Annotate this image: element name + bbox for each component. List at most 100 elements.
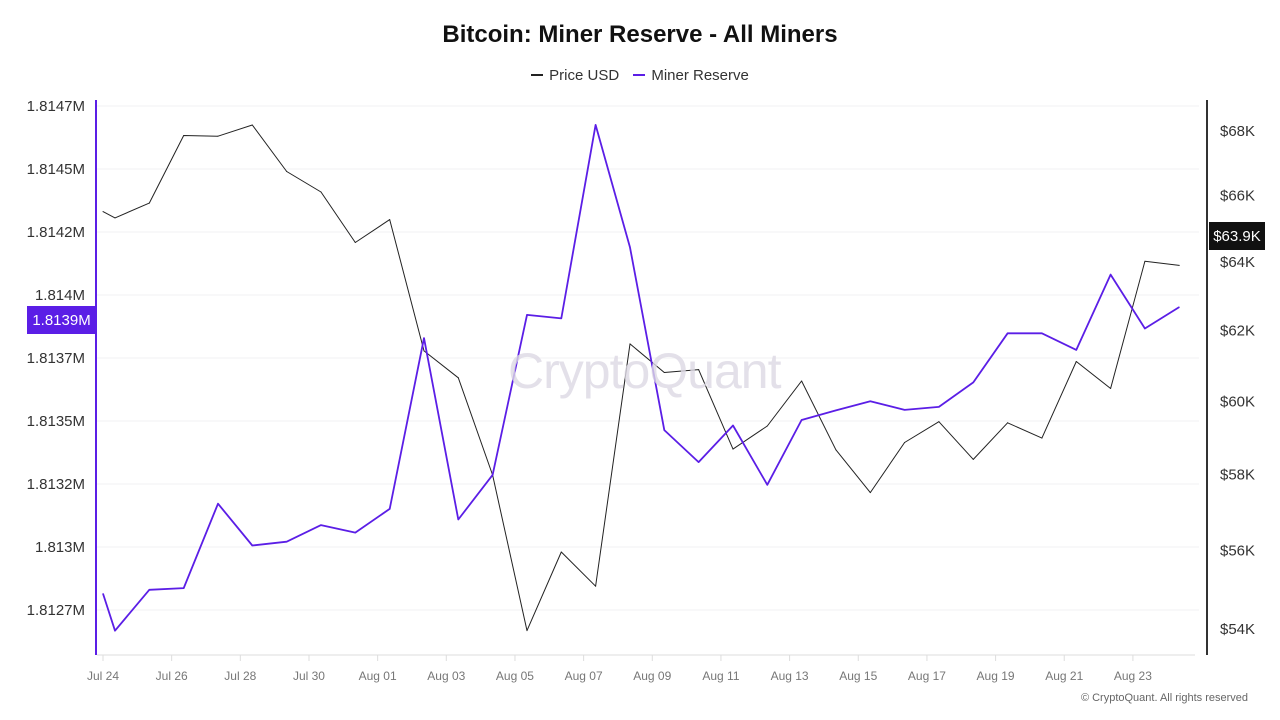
miner-reserve-point: [183, 587, 185, 589]
price-point: [1144, 260, 1146, 262]
miner-reserve-point: [972, 381, 974, 383]
price-point: [869, 492, 871, 494]
x-tick-label: Aug 07: [565, 669, 603, 683]
x-tick-label: Aug 05: [496, 669, 534, 683]
miner-reserve-point: [869, 400, 871, 402]
price-point: [148, 202, 150, 204]
price-point: [663, 371, 665, 373]
miner-reserve-point: [835, 409, 837, 411]
price-point: [732, 448, 734, 450]
miner-reserve-point: [629, 246, 631, 248]
miner-reserve-point: [320, 524, 322, 526]
x-tick-label: Aug 11: [702, 669, 739, 683]
left-tick-label: 1.8147M: [27, 98, 85, 115]
price-point: [320, 191, 322, 193]
miner-reserve-point: [560, 317, 562, 319]
price-point: [595, 585, 597, 587]
legend-item-price[interactable]: Price USD: [531, 67, 619, 84]
left-tick-label: 1.8142M: [27, 224, 85, 241]
x-tick-label: Aug 23: [1114, 669, 1152, 683]
miner-reserve-point: [1178, 306, 1180, 308]
price-point: [389, 219, 391, 221]
x-tick-label: Jul 26: [156, 669, 188, 683]
price-point: [938, 421, 940, 423]
miner-reserve-point: [423, 337, 425, 339]
left-tick-label: 1.814M: [35, 287, 85, 304]
legend-label-reserve: Miner Reserve: [651, 66, 749, 84]
price-point: [183, 135, 185, 137]
price-point: [526, 630, 528, 632]
miner-reserve-point: [286, 541, 288, 543]
right-tick-label: $60K: [1220, 393, 1255, 410]
price-point: [1041, 437, 1043, 439]
price-point: [1110, 388, 1112, 389]
right-tick-label: $68K: [1220, 123, 1255, 140]
miner-reserve-point: [1041, 332, 1043, 334]
legend-swatch-price: [531, 74, 544, 76]
price-point: [217, 135, 219, 137]
price-point: [1075, 360, 1077, 362]
price-point: [251, 124, 253, 126]
left-tick-label: 1.813M: [35, 539, 85, 556]
miner-reserve-point: [1007, 332, 1009, 334]
left-tick-label: 1.8132M: [27, 476, 85, 493]
x-tick-label: Jul 30: [293, 669, 325, 683]
miner-reserve-point: [492, 474, 494, 476]
right-tick-label: $62K: [1220, 323, 1255, 340]
miner-reserve-point: [102, 593, 104, 595]
x-tick-label: Aug 01: [359, 669, 397, 683]
copyright: © CryptoQuant. All rights reserved: [1080, 692, 1248, 704]
miner-reserve-point: [595, 124, 597, 126]
left-tick-label: 1.8135M: [27, 413, 85, 430]
price-point: [1007, 422, 1009, 424]
miner-reserve-point: [148, 589, 150, 591]
current-reserve-label: 1.8139M: [27, 306, 96, 334]
price-point: [102, 211, 104, 213]
left-tick-label: 1.8145M: [27, 161, 85, 178]
miner-reserve-point: [766, 484, 768, 486]
x-tick-label: Aug 19: [977, 669, 1015, 683]
miner-reserve-point: [938, 406, 940, 408]
x-tick-label: Jul 28: [224, 669, 256, 683]
price-point: [629, 343, 631, 345]
price-point: [286, 170, 288, 172]
right-tick-label: $58K: [1220, 467, 1255, 484]
miner-reserve-point: [114, 630, 116, 632]
price-point: [972, 458, 974, 460]
price-point: [457, 377, 459, 379]
watermark: CryptoQuant: [508, 343, 781, 399]
miner-reserve-point: [1075, 349, 1077, 351]
miner-reserve-point: [904, 409, 906, 411]
x-tick-label: Aug 13: [771, 669, 809, 683]
right-tick-label: $56K: [1220, 542, 1255, 559]
x-tick-label: Aug 09: [633, 669, 671, 683]
miner-reserve-point: [1110, 274, 1112, 276]
miner-reserve-point: [389, 508, 391, 510]
miner-reserve-point: [663, 429, 665, 431]
chart-title: Bitcoin: Miner Reserve - All Miners: [442, 21, 838, 48]
price-point: [114, 217, 116, 219]
x-tick-label: Aug 17: [908, 669, 946, 683]
miner-reserve-point: [354, 532, 356, 534]
miner-reserve-point: [732, 425, 734, 427]
legend-label-price: Price USD: [549, 66, 620, 84]
miner-reserve-point: [801, 419, 803, 421]
price-point: [904, 441, 906, 443]
miner-reserve-point: [457, 519, 459, 521]
price-point: [354, 242, 356, 244]
miner-reserve-point: [251, 544, 253, 546]
current-price-label: $63.9K: [1209, 222, 1265, 250]
price-point: [560, 551, 562, 553]
legend-item-miner-reserve[interactable]: Miner Reserve: [633, 67, 749, 84]
legend: Price USD Miner Reserve: [0, 63, 1280, 84]
right-tick-label: $66K: [1220, 188, 1255, 205]
price-point: [835, 449, 837, 451]
right-tick-label: $64K: [1220, 254, 1255, 271]
x-tick-label: Jul 24: [87, 669, 119, 683]
miner-reserve-point: [526, 314, 528, 316]
price-point: [423, 350, 425, 352]
legend-swatch-reserve: [633, 74, 646, 76]
x-tick-label: Aug 21: [1045, 669, 1083, 683]
x-tick-label: Aug 15: [839, 669, 877, 683]
